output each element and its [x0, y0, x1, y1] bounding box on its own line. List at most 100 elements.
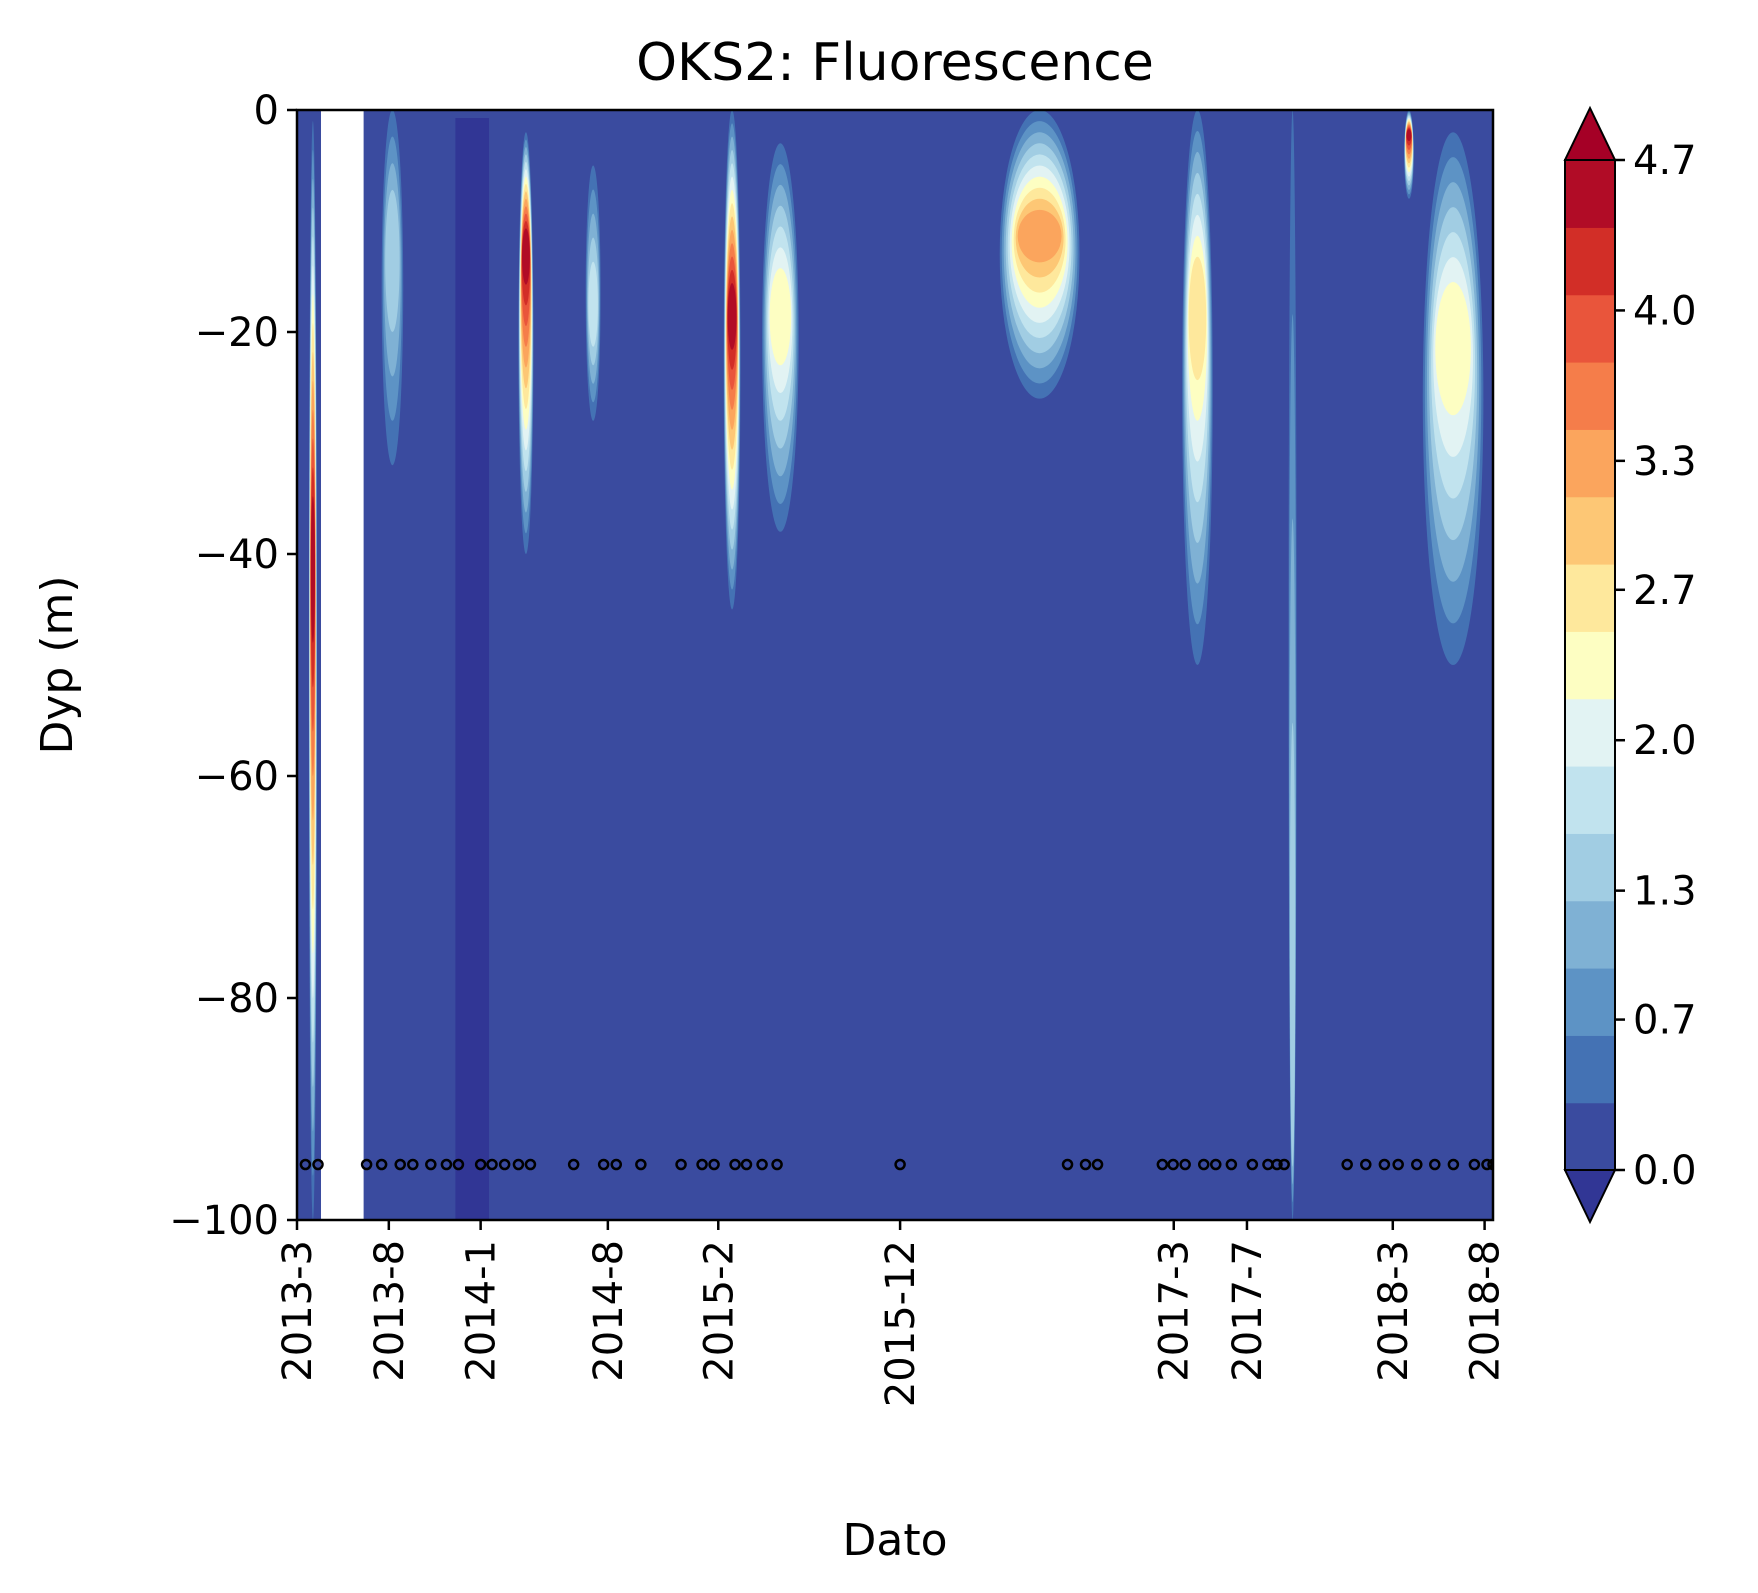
y-tick-label: −60: [195, 754, 279, 800]
bloom-level: [1188, 256, 1207, 381]
sample-marker: [756, 1158, 768, 1171]
plot-frame: [295, 108, 1495, 1222]
x-tick-label: 2017-7: [1225, 1240, 1271, 1382]
y-tick-label: −40: [195, 532, 279, 578]
colorbar-segment: [1565, 968, 1615, 1036]
sample-marker: [1429, 1158, 1441, 1171]
bloom-4: [723, 110, 741, 610]
sample-marker: [1378, 1158, 1391, 1171]
sample-marker: [498, 1158, 511, 1171]
under-range-band: [455, 118, 490, 1220]
colorbar-segment: [1565, 900, 1615, 969]
colorbar-segment: [1565, 631, 1615, 700]
sample-marker: [696, 1158, 708, 1171]
sample-marker: [1392, 1158, 1404, 1171]
x-tick-label: 2017-3: [1152, 1240, 1198, 1382]
colorbar-tick-label: 0.0: [1633, 1148, 1697, 1194]
sample-marker: [597, 1158, 610, 1171]
bloom-level: [1435, 282, 1471, 416]
colorbar-segment: [1565, 1035, 1615, 1104]
sample-marker: [1360, 1158, 1372, 1171]
bloom-level: [769, 268, 792, 366]
data-bands: [455, 118, 490, 1220]
x-tick-label: 2018-3: [1371, 1240, 1417, 1382]
bloom-level: [1289, 722, 1296, 1167]
colorbar-extend-max: [1563, 105, 1617, 161]
x-tick-label: 2014-1: [459, 1240, 505, 1382]
y-tick-label: 0: [254, 88, 279, 134]
x-tick-label: 2013-8: [367, 1240, 413, 1382]
sample-marker: [1156, 1158, 1169, 1171]
data-blooms: [308, 110, 1484, 1220]
y-axis: 0 −20 −40 −60 −80 −100: [169, 88, 297, 1244]
sample-marker: [1271, 1158, 1283, 1171]
chart-title: OKS2: Fluorescence: [636, 33, 1154, 93]
x-axis: 2013-3 2013-8 2014-1 2014-8 2015-2 2015-12 201…: [275, 1220, 1509, 1407]
sample-marker: [524, 1158, 537, 1171]
x-tick-label: 2018-8: [1463, 1240, 1509, 1382]
sample-markers: [299, 1158, 1493, 1171]
sample-marker: [1079, 1158, 1092, 1171]
bloom-2: [518, 132, 534, 554]
sample-marker: [740, 1158, 753, 1171]
colorbar-extend-min: [1563, 1169, 1617, 1225]
colorbar-tick-label: 2.0: [1633, 718, 1697, 764]
bloom-3: [585, 165, 601, 421]
colorbar-tick-label: 2.7: [1633, 568, 1697, 614]
missing-data-gap: [321, 110, 364, 1220]
sample-marker: [771, 1158, 783, 1171]
sample-marker: [1341, 1158, 1353, 1171]
sample-marker: [1278, 1158, 1290, 1171]
sample-marker: [635, 1158, 647, 1171]
colorbar-segment: [1565, 766, 1615, 834]
bloom-level: [1017, 209, 1062, 263]
sample-marker: [486, 1158, 498, 1171]
colorbar-segment: [1565, 160, 1615, 228]
colorbar-frame: [1564, 159, 1616, 1171]
x-axis-label: Dato: [842, 1515, 947, 1566]
x-tick-label: 2015-12: [878, 1240, 924, 1407]
bloom-level: [522, 228, 530, 285]
sample-marker: [1468, 1158, 1481, 1171]
missing-data: [321, 110, 364, 1220]
sample-marker: [1481, 1158, 1493, 1171]
colorbar-segment: [1565, 496, 1615, 565]
x-tick-label: 2015-2: [696, 1240, 742, 1382]
colorbar-tick-label: 0.7: [1633, 998, 1697, 1044]
y-tick-label: −20: [195, 310, 279, 356]
colorbar-segment: [1565, 1102, 1615, 1171]
sample-marker: [312, 1158, 324, 1171]
bloom-7: [1182, 110, 1213, 665]
sample-marker: [1091, 1158, 1104, 1171]
bloom-level: [385, 189, 400, 332]
bloom-10: [1422, 132, 1484, 665]
sample-marker: [1179, 1158, 1191, 1171]
plot-area: [297, 110, 1493, 1220]
colorbar-segment: [1565, 362, 1615, 430]
y-axis-label: Dyp (m): [32, 575, 83, 754]
sample-marker: [610, 1158, 623, 1171]
x-tick-label: 2014-8: [586, 1240, 632, 1382]
colorbar: 0.0 0.7 1.3 2.0 2.7 3.3 4.0 4.7: [1563, 105, 1697, 1225]
sample-marker: [452, 1158, 465, 1171]
colorbar-tick-label: 4.0: [1633, 288, 1697, 334]
sample-marker: [425, 1158, 437, 1171]
sample-marker: [375, 1158, 388, 1171]
x-tick-label: 2013-3: [275, 1240, 321, 1382]
bloom-5: [762, 143, 799, 532]
bloom-level: [310, 496, 315, 643]
bloom-level: [727, 283, 737, 350]
sample-marker: [440, 1158, 453, 1171]
colorbar-segment: [1565, 564, 1615, 632]
sample-marker: [1225, 1158, 1238, 1171]
colorbar-segment: [1565, 294, 1615, 363]
colorbar-tick-label: 1.3: [1633, 869, 1697, 915]
bloom-6: [999, 110, 1080, 399]
colorbar-segment: [1565, 698, 1615, 767]
bloom-8: [1288, 110, 1297, 1220]
sample-marker: [394, 1158, 406, 1171]
bloom-level: [1406, 129, 1412, 142]
bloom-0: [308, 121, 317, 1220]
sample-marker: [675, 1158, 687, 1171]
sample-marker: [407, 1158, 419, 1171]
